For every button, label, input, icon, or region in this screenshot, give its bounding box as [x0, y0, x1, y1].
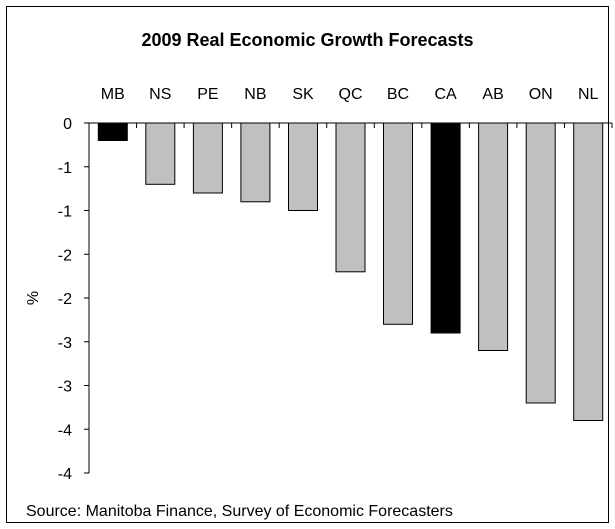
- y-tick-label: -4: [58, 422, 72, 439]
- y-tick-labels: 0 -1 -1 -2 -2 -3 -3 -4 -4: [58, 116, 72, 483]
- x-tick-label-pe: PE: [197, 86, 218, 103]
- bar-sk: [288, 122, 318, 211]
- bar-nl: [573, 122, 604, 421]
- x-tick-label-mb: MB: [101, 86, 125, 103]
- y-axis-label: %: [25, 291, 42, 305]
- x-tick-label-sk: SK: [292, 86, 314, 103]
- y-tick-label: -1: [58, 160, 72, 177]
- y-axis: [84, 122, 90, 474]
- x-tick-label-nb: NB: [244, 86, 266, 103]
- bars: [97, 122, 604, 421]
- y-tick-label: -2: [58, 247, 72, 264]
- x-axis: [88, 122, 613, 128]
- x-tick-label-bc: BC: [387, 86, 409, 103]
- y-tick-label: -3: [58, 379, 72, 396]
- x-tick-labels: MB NS PE NB SK QC BC CA AB ON NL: [101, 86, 599, 103]
- bar-nb: [240, 122, 271, 203]
- y-tick-label: -2: [58, 291, 72, 308]
- bar-mb: [97, 122, 128, 141]
- source-note: Source: Manitoba Finance, Survey of Econ…: [26, 503, 453, 520]
- x-tick-label-on: ON: [529, 86, 553, 103]
- y-tick-label: -1: [58, 204, 72, 221]
- y-tick-label: -4: [58, 466, 72, 483]
- bar-ca: [430, 122, 461, 334]
- x-tick-label-ca: CA: [434, 86, 457, 103]
- bar-ns: [145, 122, 176, 185]
- x-tick-label-ab: AB: [482, 86, 503, 103]
- bar-bc: [383, 122, 413, 325]
- x-tick-label-ns: NS: [149, 86, 171, 103]
- x-tick-label-qc: QC: [339, 86, 363, 103]
- y-tick-label: 0: [63, 116, 72, 133]
- bar-ab: [478, 122, 509, 351]
- y-tick-label: -3: [58, 335, 72, 352]
- chart-title: 2009 Real Economic Growth Forecasts: [141, 30, 474, 50]
- x-tick-label-nl: NL: [578, 86, 599, 103]
- chart-frame: [6, 6, 609, 523]
- bar-on: [525, 122, 556, 404]
- bar-pe: [192, 122, 223, 194]
- bar-qc: [335, 122, 366, 273]
